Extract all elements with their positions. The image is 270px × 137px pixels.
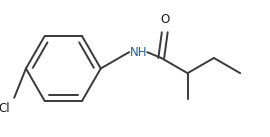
Text: Cl: Cl: [0, 102, 9, 115]
Text: O: O: [160, 13, 169, 26]
Text: NH: NH: [130, 46, 148, 59]
